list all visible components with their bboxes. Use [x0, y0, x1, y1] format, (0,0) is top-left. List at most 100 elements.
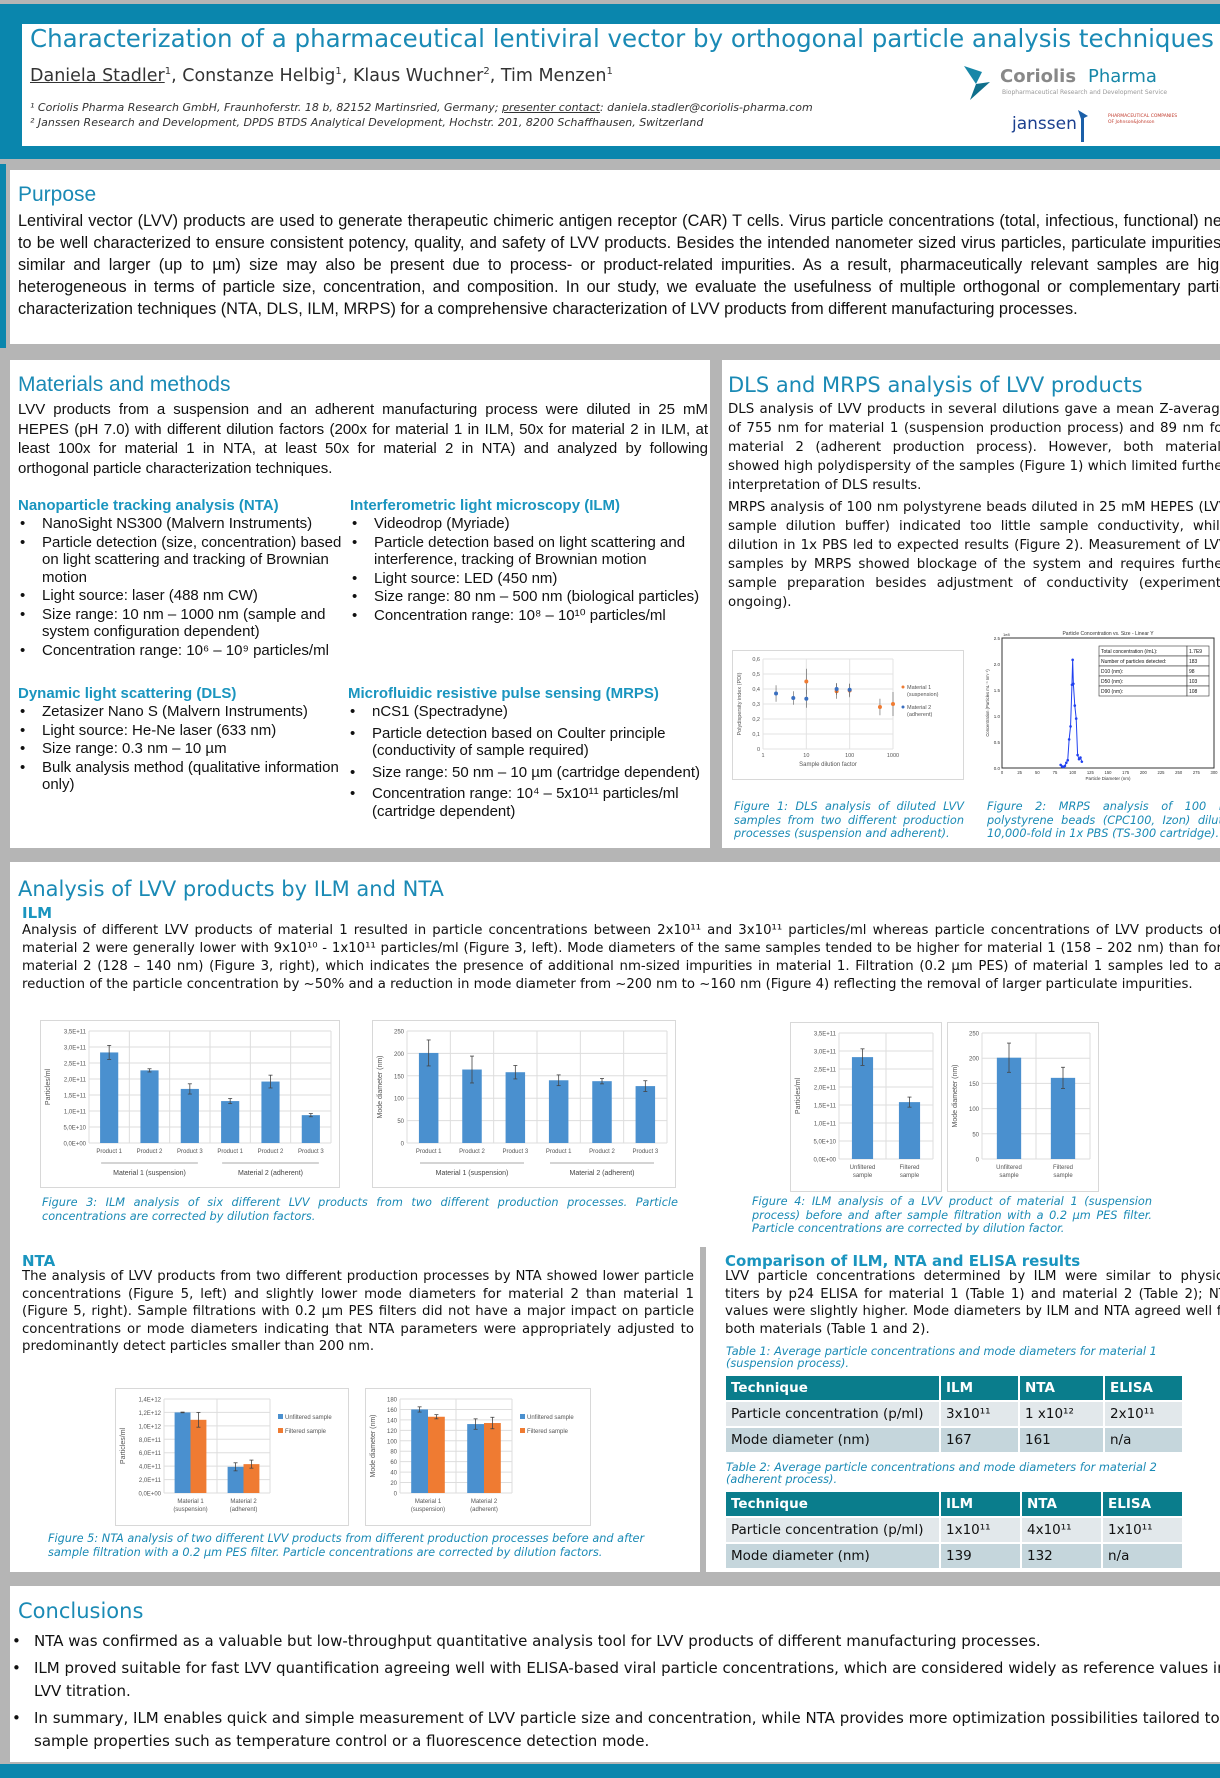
author-affil: 2: [483, 66, 490, 78]
list-item: nCS1 (Spectradyne): [348, 703, 710, 721]
x-tick-label: Filtered: [899, 1165, 919, 1171]
author-name: Daniela Stadler: [30, 66, 165, 86]
figure-5a-chart: 0,0E+00 2,0E+11 4,0E+11 6,0E+11 8,0E+11 1,0E+…: [120, 1398, 332, 1514]
y-tick-label: 0: [394, 1492, 398, 1498]
ilm-heading: ILM: [22, 904, 53, 922]
y-tick-label: 6,0E+11: [139, 1451, 162, 1457]
data-point: [1067, 738, 1071, 741]
table-cell: n/a: [1102, 1426, 1185, 1454]
section-heading: Purpose: [18, 183, 97, 206]
figure-2-chart: Particle Concentration vs. Size - Linear…: [985, 631, 1218, 781]
bar: [301, 1115, 320, 1143]
method-title: Nanoparticle tracking analysis (NTA): [18, 497, 279, 514]
y-tick-label: 0,2: [752, 717, 760, 723]
method-title: Interferometric light microscopy (ILM): [350, 497, 621, 514]
x-tick-label: Product 2: [589, 1149, 615, 1155]
inset-label: Total concentration (/mL):: [1101, 649, 1157, 655]
x-tick-label: Product 1: [96, 1149, 122, 1155]
contact-label: presenter contact: [501, 101, 600, 114]
list-item: Particle detection based on Coulter prin…: [348, 725, 710, 760]
y-tick-label: 1,0E+12: [138, 1424, 161, 1430]
y-tick-label: 2.5: [994, 636, 1001, 641]
list-item: Light source: laser (488 nm CW): [18, 587, 348, 605]
table-cell: Particle concentration (p/ml): [724, 1400, 941, 1428]
dls-method: Dynamic light scattering (DLS) Zetasizer…: [18, 684, 348, 795]
y-tick-label: 0: [757, 747, 760, 753]
y-tick-label: 100: [387, 1439, 398, 1445]
x-tick-label: Unfiltered: [996, 1165, 1022, 1171]
section-heading: DLS and MRPS analysis of LVV products: [728, 373, 1143, 397]
x-tick-label: 125: [1087, 770, 1095, 775]
chart-title: Particle Concentration vs. Size - Linear…: [1062, 631, 1154, 637]
table-row: Mode diameter (nm) 139 132 n/a: [724, 1542, 1184, 1570]
mrps-method: Microfluidic resistive pulse sensing (MR…: [348, 684, 710, 821]
bar: [261, 1081, 280, 1143]
y-tick-label: 4,0E+11: [139, 1465, 162, 1471]
y-unit-label: 1e8: [1003, 632, 1010, 637]
legend-swatch: [278, 1414, 283, 1419]
inset-label: D90 (nm):: [1101, 689, 1123, 695]
table-cell: Mode diameter (nm): [724, 1426, 941, 1454]
figure-4a-chart: 0,0E+00 5,0E+10 1,0E+11 1,5E+11 2,0E+11 2,5E+…: [795, 1032, 934, 1179]
janssen-mark-icon: [1078, 110, 1088, 142]
table-cell: Mode diameter (nm): [724, 1542, 941, 1570]
bar: [467, 1424, 484, 1493]
table-2-caption: Table 2: Average particle concentrations…: [726, 1461, 1157, 1486]
y-tick-label: 50: [972, 1132, 979, 1138]
table-cell: 1 x10¹²: [1018, 1400, 1105, 1428]
bar: [180, 1088, 199, 1143]
y-tick-label: 2,0E+11: [139, 1478, 162, 1484]
y-tick-label: 1,2E+12: [138, 1411, 161, 1417]
list-item: Size range: 50 nm – 10 µm (cartridge dep…: [348, 764, 710, 782]
data-point: [1065, 761, 1068, 765]
y-tick-label: 3,5E+11: [814, 1032, 837, 1038]
legend-label: (suspension): [907, 692, 939, 698]
contact-email[interactable]: : daniela.stadler@coriolis-pharma.com: [599, 101, 813, 114]
table-1-caption: Table 1: Average particle concentrations…: [726, 1345, 1157, 1370]
table-cell: n/a: [1101, 1542, 1184, 1570]
inset-value: 98: [1189, 669, 1195, 675]
inset-label: D10 (nm):: [1101, 669, 1123, 675]
inset-label: Number of particles detected:: [1101, 659, 1166, 665]
comparison-heading: Comparison of ILM, NTA and ELISA results: [725, 1252, 1081, 1270]
y-tick-label: 150: [969, 1082, 980, 1088]
method-title: Dynamic light scattering (DLS): [18, 685, 237, 702]
table-header: Technique: [724, 1374, 941, 1402]
y-tick-label: 140: [387, 1418, 398, 1424]
y-tick-label: 0,0E+00: [813, 1158, 836, 1164]
x-tick-label: 175: [1122, 770, 1130, 775]
data-line: [1060, 659, 1083, 768]
figure-3b-panel: 0 50 100 150 200 250 Product 1 Product 2 Product…: [372, 1020, 676, 1188]
bar: [428, 1416, 445, 1493]
author-affil: 1: [335, 66, 342, 78]
x-tick-label: Unfiltered: [850, 1165, 876, 1171]
y-tick-label: 250: [969, 1032, 980, 1038]
section-heading: Materials and methods: [18, 373, 231, 396]
y-tick-label: 40: [390, 1471, 397, 1477]
logo-text: janssen: [1012, 114, 1077, 134]
y-tick-label: 200: [394, 1052, 405, 1058]
x-axis-label: Sample dilution factor: [799, 762, 857, 768]
list-item: Light source: He-Ne laser (633 nm): [18, 722, 348, 740]
table-header: Technique: [724, 1490, 941, 1518]
inset-cell: [1186, 685, 1210, 697]
author-name: Klaus Wuchner: [352, 66, 484, 86]
figure-2-caption: Figure 2: MRPS analysis of 100 nm polyst…: [987, 800, 1220, 840]
y-tick-label: 1,0E+11: [814, 1122, 837, 1128]
table-header: ILM: [939, 1374, 1020, 1402]
x-tick-label: 200: [1140, 770, 1148, 775]
comparison-text: LVV particle concentrations determined b…: [725, 1269, 1220, 1337]
conclusions-list: NTA was confirmed as a valuable but low-…: [10, 1630, 1220, 1754]
methods-section: Materials and methods LVV products from …: [10, 360, 710, 848]
table-row: Particle concentration (p/ml) 3x10¹¹ 1 x10…: [724, 1400, 1185, 1428]
author-affil: 1: [164, 66, 172, 78]
y-axis-label: Mode diameter (nm): [952, 1064, 959, 1127]
legend-label: Unfiltered sample: [527, 1415, 574, 1421]
x-tick-label: 0: [1001, 770, 1004, 775]
y-tick-label: 0: [401, 1142, 405, 1148]
bar: [592, 1081, 612, 1143]
bar: [484, 1423, 501, 1493]
inset-value: 183: [1189, 659, 1198, 665]
x-tick-label: 275: [1193, 770, 1201, 775]
table-cell: 3x10¹¹: [939, 1400, 1020, 1428]
